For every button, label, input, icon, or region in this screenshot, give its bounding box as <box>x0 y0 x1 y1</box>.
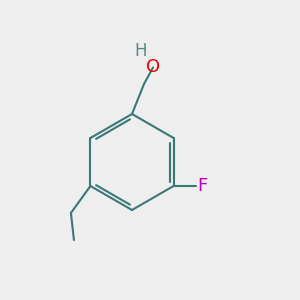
Text: O: O <box>146 58 160 76</box>
Text: F: F <box>197 177 208 195</box>
Text: H: H <box>135 42 147 60</box>
